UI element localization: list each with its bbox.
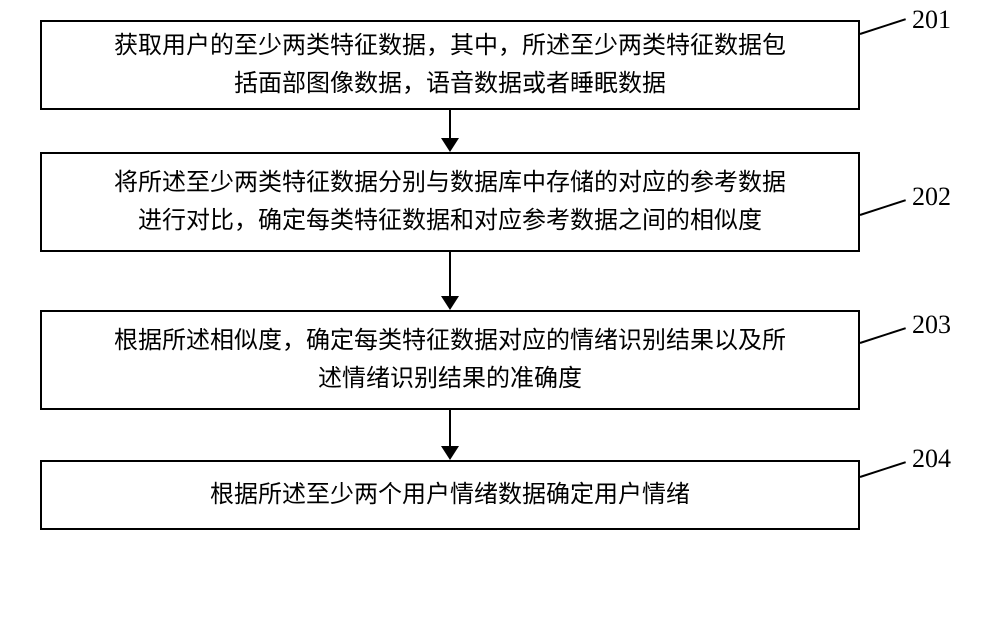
connector-204: 204: [860, 460, 950, 530]
step-label-204: 204: [912, 444, 951, 474]
step-text-line: 根据所述相似度，确定每类特征数据对应的情绪识别结果以及所: [114, 322, 786, 360]
step-text-line: 将所述至少两类特征数据分别与数据库中存储的对应的参考数据: [114, 164, 786, 202]
connector-line: [860, 461, 906, 478]
step-row-1: 获取用户的至少两类特征数据，其中，所述至少两类特征数据包 括面部图像数据，语音数…: [40, 20, 950, 110]
step-box-202: 将所述至少两类特征数据分别与数据库中存储的对应的参考数据 进行对比，确定每类特征…: [40, 152, 860, 252]
arrow-shaft: [449, 252, 451, 296]
step-box-204: 根据所述至少两个用户情绪数据确定用户情绪: [40, 460, 860, 530]
step-row-2: 将所述至少两类特征数据分别与数据库中存储的对应的参考数据 进行对比，确定每类特征…: [40, 152, 950, 252]
arrow-head-icon: [441, 138, 459, 152]
arrow-shaft: [449, 410, 451, 446]
step-row-4: 根据所述至少两个用户情绪数据确定用户情绪 204: [40, 460, 950, 530]
step-label-203: 203: [912, 310, 951, 340]
step-box-203: 根据所述相似度，确定每类特征数据对应的情绪识别结果以及所 述情绪识别结果的准确度: [40, 310, 860, 410]
arrow-3-4: [40, 410, 860, 460]
arrow-1-2: [40, 110, 860, 152]
connector-201: 201: [860, 20, 950, 110]
step-text-line: 括面部图像数据，语音数据或者睡眠数据: [234, 65, 666, 103]
connector-line: [860, 199, 906, 216]
arrow-shaft: [449, 110, 451, 138]
connector-203: 203: [860, 310, 950, 410]
step-text-line: 述情绪识别结果的准确度: [318, 360, 582, 398]
arrow-head-icon: [441, 296, 459, 310]
connector-line: [860, 18, 906, 35]
connector-line: [860, 327, 906, 344]
arrow-2-3: [40, 252, 860, 310]
connector-202: 202: [860, 152, 950, 252]
step-label-201: 201: [912, 5, 951, 35]
step-text-line: 进行对比，确定每类特征数据和对应参考数据之间的相似度: [138, 202, 762, 240]
step-text-line: 根据所述至少两个用户情绪数据确定用户情绪: [210, 476, 690, 514]
step-box-201: 获取用户的至少两类特征数据，其中，所述至少两类特征数据包 括面部图像数据，语音数…: [40, 20, 860, 110]
flowchart-container: 获取用户的至少两类特征数据，其中，所述至少两类特征数据包 括面部图像数据，语音数…: [40, 20, 950, 530]
step-row-3: 根据所述相似度，确定每类特征数据对应的情绪识别结果以及所 述情绪识别结果的准确度…: [40, 310, 950, 410]
step-text-line: 获取用户的至少两类特征数据，其中，所述至少两类特征数据包: [114, 27, 786, 65]
arrow-head-icon: [441, 446, 459, 460]
step-label-202: 202: [912, 182, 951, 212]
